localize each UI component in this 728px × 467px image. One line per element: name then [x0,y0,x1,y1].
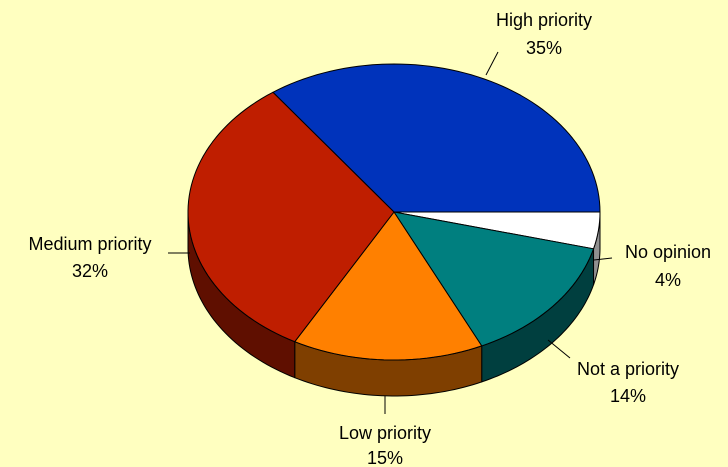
slice-label-no-opinion: No opinion [625,242,711,262]
slice-label-low-priority: Low priority [339,423,431,443]
slice-high-priority [272,63,601,213]
slice-value-low-priority: 15% [367,448,403,467]
pie-tops [187,63,601,361]
slice-medium-priority [187,91,395,343]
slice-label-not-a-priority: Not a priority [577,359,679,379]
slice-value-medium-priority: 32% [72,261,108,281]
slice-value-no-opinion: 4% [655,270,681,290]
slice-low-priority [294,211,483,361]
slice-value-not-a-priority: 14% [610,386,646,406]
leader-line-high-priority [485,51,499,76]
slice-label-high-priority: High priority [496,10,592,30]
slice-label-medium-priority: Medium priority [28,234,151,254]
slice-value-high-priority: 35% [526,38,562,58]
leader-line-no-opinion [593,257,613,261]
pie-labels: High priority 35% No opinion 4% Not a priori… [28,10,711,467]
leader-line-not-a-priority [547,339,571,359]
slice-not-a-priority [393,211,595,347]
